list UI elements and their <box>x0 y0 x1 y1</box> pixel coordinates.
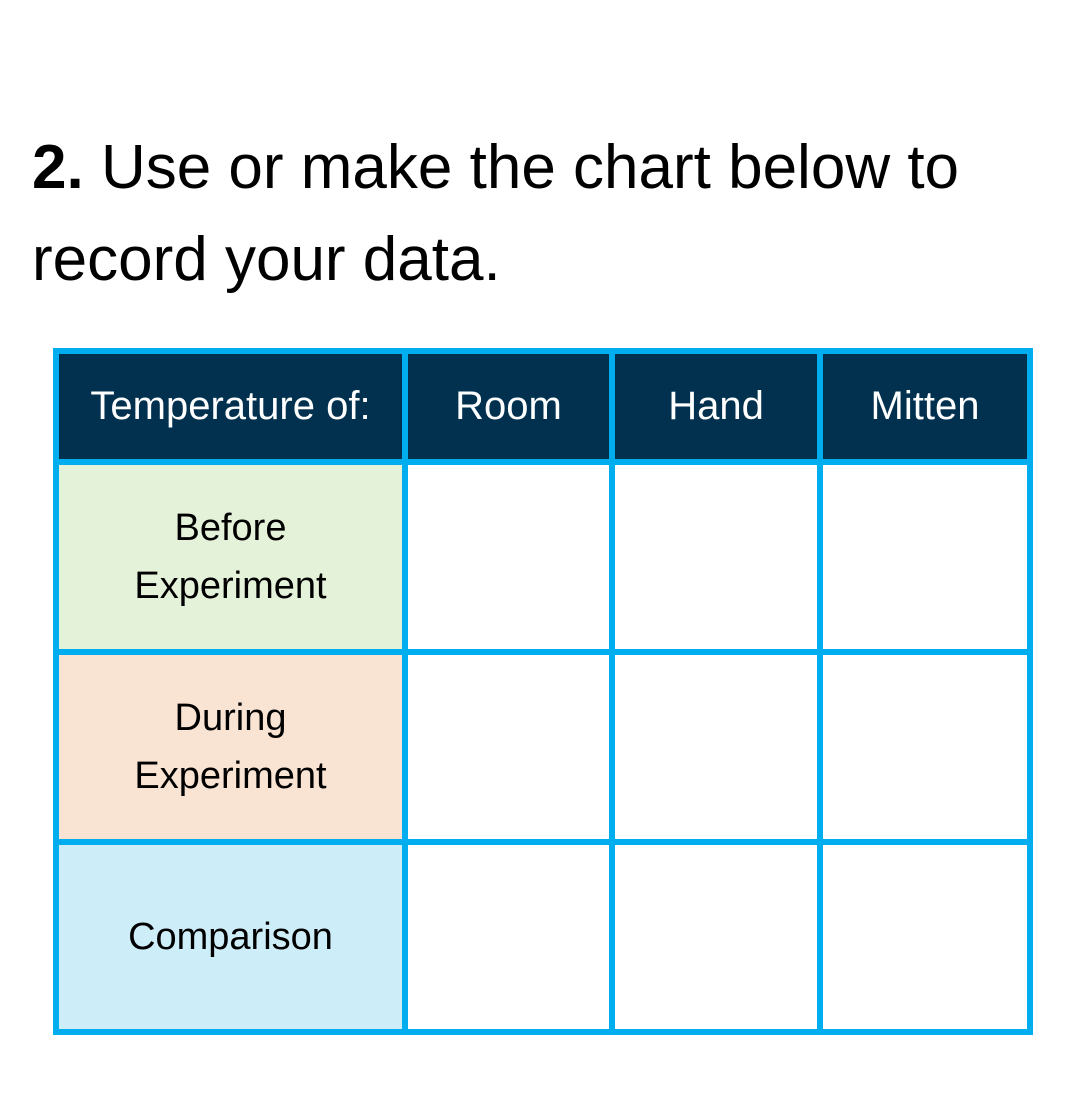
row-label-line: During <box>174 697 287 739</box>
row-label-during: During Experiment <box>53 649 408 845</box>
table-row-comparison: Comparison <box>53 839 1033 1035</box>
table-row-before: Before Experiment <box>53 459 1033 655</box>
header-row: Temperature of: Room Hand Mitten <box>53 348 1033 465</box>
cell-during-mitten[interactable] <box>817 649 1033 845</box>
header-mitten: Mitten <box>817 348 1033 465</box>
row-label-line: Experiment <box>134 565 327 607</box>
header-temperature-of: Temperature of: <box>53 348 408 465</box>
cell-during-hand[interactable] <box>609 649 823 845</box>
row-label-line: Experiment <box>134 755 327 797</box>
instruction-text: 2. Use or make the chart below to record… <box>32 122 1052 306</box>
row-label-comparison: Comparison <box>53 839 408 1035</box>
row-label-before: Before Experiment <box>53 459 408 655</box>
instruction-body: Use or make the chart below to record yo… <box>32 133 960 294</box>
cell-during-room[interactable] <box>402 649 615 845</box>
cell-comparison-room[interactable] <box>402 839 615 1035</box>
cell-comparison-mitten[interactable] <box>817 839 1033 1035</box>
step-number: 2. <box>32 133 84 202</box>
header-hand: Hand <box>609 348 823 465</box>
header-room: Room <box>402 348 615 465</box>
row-label-line: Before <box>174 507 287 549</box>
cell-comparison-hand[interactable] <box>609 839 823 1035</box>
table-row-during: During Experiment <box>53 649 1033 845</box>
data-recording-table: Temperature of: Room Hand Mitten Before E… <box>53 348 1033 1035</box>
cell-before-hand[interactable] <box>609 459 823 655</box>
cell-before-mitten[interactable] <box>817 459 1033 655</box>
cell-before-room[interactable] <box>402 459 615 655</box>
